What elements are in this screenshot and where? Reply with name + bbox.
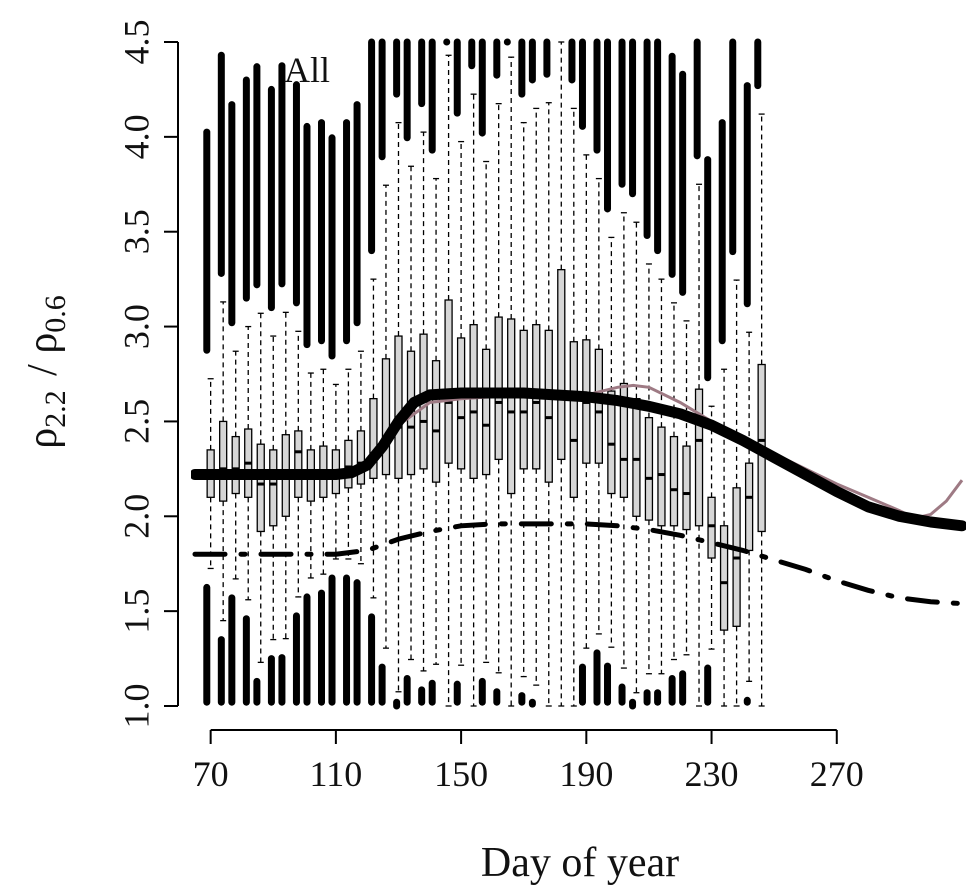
box <box>744 462 754 552</box>
panel-label: All <box>284 50 330 90</box>
box <box>219 420 228 502</box>
box <box>619 382 629 498</box>
box <box>607 390 616 495</box>
box <box>669 435 679 527</box>
x-axis-title: Day of year <box>481 840 679 886</box>
y-tick-label: 4.0 <box>116 114 156 159</box>
y-axis-title-separator: / <box>20 354 66 387</box>
box <box>694 388 704 527</box>
box <box>231 435 240 495</box>
y-tick-label: 3.5 <box>116 209 156 254</box>
box <box>569 341 578 498</box>
outliers-layer <box>203 38 762 710</box>
y-tick-label: 1.5 <box>116 589 156 634</box>
y-tick-label: 2.5 <box>116 399 156 444</box>
lines-layer <box>191 383 966 607</box>
box <box>431 360 441 483</box>
series-line-thick <box>191 387 966 532</box>
box <box>394 335 403 479</box>
box <box>444 299 453 464</box>
y-tick-label: 1.0 <box>116 684 156 729</box>
axes-layer: 1.0 1.5 2.0 2.5 3.0 3.5 4.0 4.5 70 110 150 190 230 27… <box>116 20 864 795</box>
box <box>507 318 516 495</box>
y-tick-label: 3.0 <box>116 304 156 349</box>
box <box>707 496 716 559</box>
y-axis-title: ρ2.2 / ρ0.6 <box>20 295 72 449</box>
box <box>644 416 654 521</box>
x-tick-label: 270 <box>810 754 864 794</box>
y-axis-title-rho-2: ρ <box>20 333 66 354</box>
x-tick-label: 110 <box>310 754 363 794</box>
y-axis-title-sub-2: 0.6 <box>39 295 72 333</box>
x-tick-label: 150 <box>434 754 488 794</box>
box <box>269 449 278 527</box>
box <box>294 430 303 498</box>
box <box>381 358 391 476</box>
box <box>369 398 378 479</box>
box <box>519 329 528 470</box>
y-axis-title-rho-1: ρ <box>20 428 66 449</box>
box <box>632 398 641 517</box>
box <box>356 430 366 485</box>
box <box>256 443 265 533</box>
box <box>557 269 566 461</box>
box <box>544 329 553 483</box>
box <box>344 439 353 489</box>
x-tick-label: 70 <box>193 754 229 794</box>
y-axis-title-sub-1: 2.2 <box>39 390 72 428</box>
y-tick-label: 4.5 <box>116 20 156 65</box>
box <box>682 445 691 531</box>
box <box>456 337 466 470</box>
box <box>594 348 604 464</box>
x-tick-label: 230 <box>685 754 739 794</box>
box <box>481 348 491 476</box>
y-tick-label: 2.0 <box>116 494 156 539</box>
box <box>657 426 666 527</box>
box <box>469 324 478 479</box>
box <box>719 525 729 631</box>
series-line-dashdot <box>192 521 965 607</box>
x-tick-label: 190 <box>559 754 613 794</box>
